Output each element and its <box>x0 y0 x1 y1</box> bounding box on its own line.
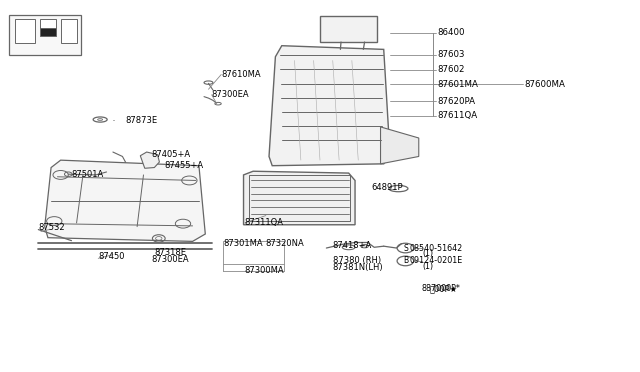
Text: 87405+A: 87405+A <box>151 150 190 159</box>
Text: 87620PA: 87620PA <box>437 97 476 106</box>
Text: 87600MA: 87600MA <box>524 80 564 89</box>
Polygon shape <box>269 46 390 166</box>
Text: 87873E: 87873E <box>125 116 158 125</box>
Ellipse shape <box>361 244 369 248</box>
Text: 87601MA: 87601MA <box>437 80 478 89</box>
Text: 87381N(LH): 87381N(LH) <box>333 263 383 272</box>
Circle shape <box>397 243 413 253</box>
Text: 87318E: 87318E <box>154 248 186 257</box>
Bar <box>15 19 35 43</box>
Bar <box>61 19 77 43</box>
Bar <box>223 241 284 263</box>
Text: 87501A: 87501A <box>72 170 104 179</box>
Ellipse shape <box>98 119 102 121</box>
Text: 87311QA: 87311QA <box>245 218 284 227</box>
Text: 09124-0201E: 09124-0201E <box>409 256 463 266</box>
Text: 87611QA: 87611QA <box>437 111 477 121</box>
Polygon shape <box>381 127 419 164</box>
Text: 64891P: 64891P <box>371 183 403 192</box>
Text: 887000P*: 887000P* <box>422 284 461 293</box>
Bar <box>248 175 350 221</box>
Text: B: B <box>403 256 408 266</box>
Text: 87418+A: 87418+A <box>333 241 372 250</box>
Text: 87455+A: 87455+A <box>164 161 203 170</box>
Text: 87603: 87603 <box>437 51 465 60</box>
Bar <box>40 19 56 28</box>
Polygon shape <box>244 171 355 225</box>
Polygon shape <box>9 15 81 55</box>
Text: 87300EA: 87300EA <box>151 255 189 264</box>
Text: 87532: 87532 <box>38 223 65 232</box>
Text: 87301MA: 87301MA <box>223 239 263 248</box>
Text: 87602: 87602 <box>437 65 465 74</box>
Ellipse shape <box>204 81 213 84</box>
Text: (1): (1) <box>422 250 433 259</box>
Text: 衰00P★: 衰00P★ <box>429 284 458 293</box>
Ellipse shape <box>215 102 221 105</box>
Ellipse shape <box>389 186 408 192</box>
Polygon shape <box>140 152 159 168</box>
Polygon shape <box>320 16 378 42</box>
Text: 86400: 86400 <box>437 28 465 37</box>
Text: 87380 (RH): 87380 (RH) <box>333 256 381 266</box>
Text: S: S <box>403 244 408 253</box>
Text: 87320NA: 87320NA <box>266 239 305 248</box>
Ellipse shape <box>342 245 355 250</box>
Text: 87300MA: 87300MA <box>245 266 284 275</box>
Polygon shape <box>45 160 205 241</box>
Text: 87610MA: 87610MA <box>221 70 261 79</box>
Bar <box>40 28 56 36</box>
Ellipse shape <box>93 117 107 122</box>
Text: 87450: 87450 <box>99 252 125 262</box>
Text: 08540-51642: 08540-51642 <box>409 244 463 253</box>
Text: 87300EA: 87300EA <box>212 90 250 99</box>
Circle shape <box>397 256 413 266</box>
Text: (1): (1) <box>422 262 433 271</box>
